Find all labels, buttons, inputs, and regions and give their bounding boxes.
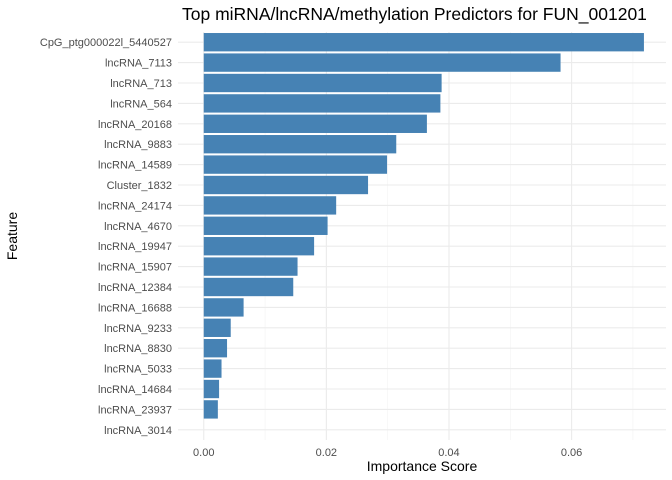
y-tick-label: lncRNA_8830: [104, 343, 172, 355]
y-tick-label: lncRNA_9883: [104, 139, 172, 151]
y-tick-label: lncRNA_5033: [104, 364, 172, 376]
chart-title: Top miRNA/lncRNA/methylation Predictors …: [182, 4, 647, 25]
x-axis-title: Importance Score: [367, 458, 478, 474]
bar: [203, 379, 220, 399]
y-tick-label: lncRNA_713: [110, 78, 172, 90]
y-tick-label: lncRNA_15907: [98, 262, 172, 274]
y-tick-label: lncRNA_3014: [104, 425, 172, 437]
y-tick-label: lncRNA_19947: [98, 241, 172, 253]
y-tick-label: lncRNA_20168: [98, 119, 172, 131]
bar: [203, 277, 294, 297]
x-tick-label: 0.06: [561, 447, 582, 459]
bar: [203, 196, 337, 215]
y-tick-labels: CpG_ptg000022l_5440527 lncRNA_7113 lncRNA_…: [40, 37, 172, 437]
x-tick-label: 0.00: [193, 447, 214, 459]
y-tick-label: lncRNA_9233: [104, 323, 172, 335]
bar: [203, 33, 644, 52]
bar: [203, 94, 441, 113]
x-tick-label: 0.02: [316, 447, 337, 459]
bar: [203, 400, 218, 419]
x-tick-label: 0.04: [438, 447, 459, 459]
bar: [203, 73, 442, 93]
y-tick-label: lncRNA_16688: [98, 302, 172, 314]
y-tick-label: CpG_ptg000022l_5440527: [40, 37, 172, 49]
y-tick-label: lncRNA_14589: [98, 160, 172, 172]
grid-layer: [178, 32, 666, 440]
bar: [203, 135, 397, 154]
bar: [203, 339, 228, 358]
x-tick-labels: 0.00 0.02 0.04 0.06: [193, 447, 582, 459]
bar: [203, 216, 328, 235]
y-tick-label: lncRNA_12384: [98, 282, 172, 294]
y-tick-label: lncRNA_24174: [98, 200, 172, 212]
bar: [203, 237, 315, 256]
bar: [203, 257, 298, 276]
y-tick-label: lncRNA_14684: [98, 384, 172, 396]
bar: [203, 155, 388, 174]
bar: [203, 298, 244, 317]
y-tick-label: lncRNA_7113: [105, 58, 172, 70]
y-tick-label: Cluster_1832: [107, 180, 172, 192]
bar: [203, 175, 369, 195]
bar: [203, 114, 427, 133]
y-tick-label: lncRNA_4670: [104, 221, 172, 233]
bar: [203, 359, 222, 378]
bar: [203, 53, 561, 72]
y-tick-label: lncRNA_23937: [98, 404, 172, 416]
bar: [203, 318, 231, 337]
y-tick-label: lncRNA_564: [110, 98, 172, 110]
y-axis-title: Feature: [4, 212, 20, 260]
bar-layer: [203, 33, 644, 419]
